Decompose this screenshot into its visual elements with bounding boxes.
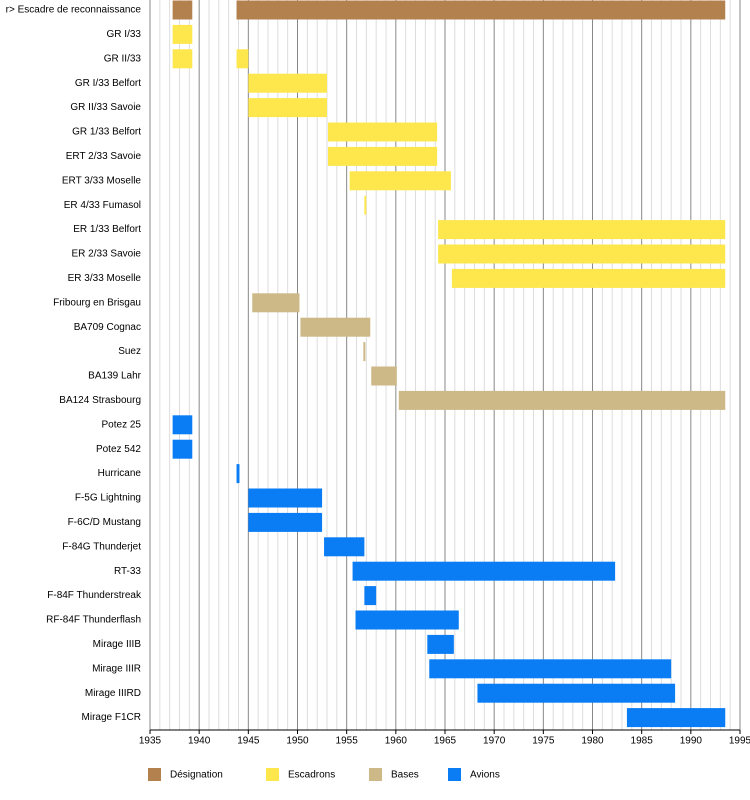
row-label: Mirage F1CR xyxy=(82,712,141,723)
row-label: RF-84F Thunderflash xyxy=(46,615,141,626)
row-label: ERT 2/33 Savoie xyxy=(66,151,142,162)
bar xyxy=(371,366,397,386)
legend-label: Bases xyxy=(391,770,419,781)
x-tick-label: 1980 xyxy=(581,736,604,747)
row-label: Mirage IIIRD xyxy=(85,688,141,699)
x-tick-label: 1975 xyxy=(532,736,555,747)
row-label: Hurricane xyxy=(98,468,142,479)
row-label: ERT 3/33 Moselle xyxy=(62,175,142,186)
row-label: ER 1/33 Belfort xyxy=(73,224,141,235)
x-tick-label: 1955 xyxy=(336,736,359,747)
row-label: RT-33 xyxy=(114,566,141,577)
bar xyxy=(327,122,438,142)
bar xyxy=(248,488,323,508)
bar xyxy=(236,464,240,484)
row-label: Suez xyxy=(118,346,141,357)
row-label: ER 2/33 Savoie xyxy=(72,249,142,260)
row-label: BA124 Strasbourg xyxy=(59,395,141,406)
row-label: F-6C/D Mustang xyxy=(68,517,141,528)
bar xyxy=(352,561,616,581)
row-label: F-5G Lightning xyxy=(75,493,141,504)
bar xyxy=(438,220,726,240)
x-tick-label: 1985 xyxy=(631,736,654,747)
bar xyxy=(438,244,726,264)
bar xyxy=(429,659,672,679)
bar xyxy=(355,610,459,630)
x-tick-label: 1960 xyxy=(385,736,408,747)
x-tick-label: 1995 xyxy=(729,736,750,747)
row-label: F-84F Thunderstreak xyxy=(47,590,142,601)
legend-swatch xyxy=(148,768,161,781)
bar xyxy=(172,49,193,69)
row-label: GR II/33 Savoie xyxy=(70,102,141,113)
row-label: Mirage IIIR xyxy=(92,663,141,674)
bar xyxy=(364,195,367,215)
bar xyxy=(626,708,726,728)
row-label: GR II/33 xyxy=(104,53,142,64)
row-label: GR I/33 xyxy=(107,29,142,40)
bar xyxy=(324,537,365,557)
bar xyxy=(363,342,366,362)
bar xyxy=(398,390,726,410)
legend-label: Désignation xyxy=(170,770,223,781)
bar xyxy=(477,683,676,703)
x-tick-label: 1950 xyxy=(286,736,309,747)
legend-label: Escadrons xyxy=(288,770,335,781)
bar xyxy=(236,0,726,20)
x-tick-label: 1940 xyxy=(188,736,211,747)
bar xyxy=(252,293,300,313)
legend-label: Avions xyxy=(470,770,500,781)
row-label: Potez 25 xyxy=(102,419,142,430)
bar xyxy=(172,439,193,459)
row-label: BA709 Cognac xyxy=(74,322,141,333)
row-label: F-84G Thunderjet xyxy=(62,541,141,552)
x-tick-label: 1990 xyxy=(680,736,703,747)
row-label: r> Escadre de reconnaissance xyxy=(6,5,142,16)
x-tick-label: 1945 xyxy=(237,736,260,747)
bar xyxy=(248,98,327,118)
bar xyxy=(427,634,454,654)
bar xyxy=(327,146,438,166)
row-label: GR 1/33 Belfort xyxy=(72,127,141,138)
bar xyxy=(349,171,451,191)
row-label: Mirage IIIB xyxy=(93,639,142,650)
bar xyxy=(364,586,377,606)
row-label: Fribourg en Brisgau xyxy=(53,297,141,308)
bar xyxy=(248,512,323,532)
row-label: Potez 542 xyxy=(96,444,141,455)
bar xyxy=(451,268,726,288)
row-label: ER 3/33 Moselle xyxy=(68,273,142,284)
bar xyxy=(248,73,327,93)
row-label: BA139 Lahr xyxy=(88,371,141,382)
bar xyxy=(236,49,249,69)
legend-swatch xyxy=(369,768,382,781)
legend-swatch xyxy=(448,768,461,781)
bar xyxy=(172,0,193,20)
bar xyxy=(172,415,193,435)
x-tick-label: 1965 xyxy=(434,736,457,747)
x-tick-label: 1970 xyxy=(483,736,506,747)
legend-swatch xyxy=(266,768,279,781)
row-label: ER 4/33 Fumasol xyxy=(64,200,141,211)
bar xyxy=(300,317,371,337)
x-tick-label: 1935 xyxy=(139,736,162,747)
row-label: GR I/33 Belfort xyxy=(75,78,141,89)
bar xyxy=(172,24,193,44)
